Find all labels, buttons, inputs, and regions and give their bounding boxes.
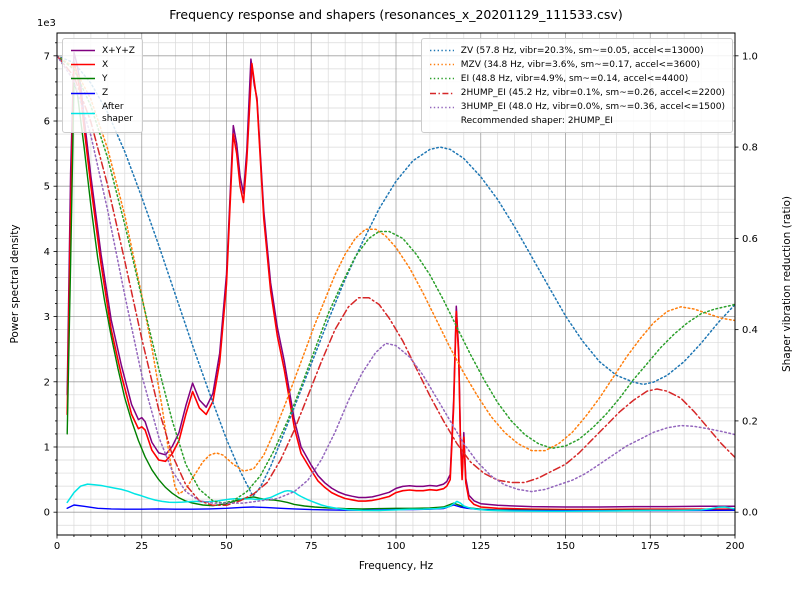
legend-shapers: ZV (57.8 Hz, vibr=20.3%, sm~=0.05, accel… <box>420 38 733 134</box>
x-tick-label: 200 <box>725 541 744 552</box>
y-axis-label-left: Power spectral density <box>9 224 21 344</box>
y-left-tick-label: 1 <box>44 442 50 453</box>
x-tick-label: 75 <box>305 541 318 552</box>
y-left-tick-label: 4 <box>44 247 50 258</box>
y-left-tick-label: 7 <box>44 51 50 62</box>
series-x <box>66 61 735 511</box>
series-after-shaper <box>66 483 735 512</box>
y-left-tick-label: 5 <box>44 182 50 193</box>
y-right-tick-label: 0.4 <box>742 325 758 336</box>
solid-line-sample-icon <box>71 64 95 66</box>
x-tick-label: 50 <box>220 541 233 552</box>
legend-item: Z <box>70 87 135 100</box>
solid-line-sample-icon <box>71 50 95 52</box>
legend-item: X+Y+Z <box>70 45 135 58</box>
series-zv <box>57 55 735 497</box>
tick-labels: 0 25 50 75 100 125 150 175 200 0 1 2 3 4 5 6 7 0.0 0.2 0.4 0… <box>44 51 758 552</box>
y-right-tick-label: 0.2 <box>742 416 758 427</box>
series-2hump_ei <box>57 55 735 507</box>
legend-item-label: X <box>102 59 109 70</box>
legend-item: MZV (34.8 Hz, vibr=3.6%, sm~=0.17, accel… <box>429 59 725 72</box>
y-left-tick-label: 2 <box>44 377 50 388</box>
legend-psd: X+Y+Z X Y Z After shaper <box>62 38 143 133</box>
dotted-line-sample-icon <box>429 78 454 80</box>
dashdot-line-sample-icon <box>429 92 454 94</box>
legend-item-label: Z <box>102 87 109 98</box>
dotted-line-sample-icon <box>429 50 454 52</box>
y-right-tick-label: 1.0 <box>742 51 758 62</box>
legend-item-label: 2HUMP_EI (45.2 Hz, vibr=0.1%, sm~=0.26, … <box>460 87 725 98</box>
x-tick-label: 25 <box>135 541 148 552</box>
legend-item: After shaper <box>70 101 135 126</box>
legend-item: 3HUMP_EI (48.0 Hz, vibr=0.0%, sm~=0.36, … <box>429 101 725 114</box>
series-3hump_ei <box>57 55 735 504</box>
x-tick-label: 175 <box>641 541 660 552</box>
legend-item-label: EI (48.8 Hz, vibr=4.9%, sm~=0.14, accel<… <box>460 73 689 84</box>
y-left-tick-label: 0 <box>44 508 50 519</box>
legend-item: Y <box>70 73 135 86</box>
tick-marks <box>53 42 739 539</box>
series-ei <box>57 55 735 504</box>
legend-item: ZV (57.8 Hz, vibr=20.3%, sm~=0.05, accel… <box>429 45 725 58</box>
legend-item: EI (48.8 Hz, vibr=4.9%, sm~=0.14, accel<… <box>429 73 725 86</box>
legend-item: X <box>70 59 135 72</box>
dotted-line-sample-icon <box>429 64 454 66</box>
legend-item-label: After shaper <box>102 101 133 125</box>
chart-title: Frequency response and shapers (resonanc… <box>169 7 623 22</box>
x-tick-label: 125 <box>471 541 490 552</box>
series-mzv <box>57 55 735 495</box>
legend-item-label: X+Y+Z <box>102 45 135 56</box>
legend-item-label: 3HUMP_EI (48.0 Hz, vibr=0.0%, sm~=0.36, … <box>460 101 725 112</box>
solid-line-sample-icon <box>71 92 95 94</box>
y-axis-label-right: Shaper vibration reduction (ratio) <box>781 195 793 373</box>
solid-line-sample-icon <box>71 78 95 80</box>
legend-item-label: Y <box>102 73 108 84</box>
series-layer <box>57 51 735 512</box>
y-axis-offset-text: 1e3 <box>37 18 56 29</box>
x-tick-label: 100 <box>386 541 405 552</box>
legend-item-label: ZV (57.8 Hz, vibr=20.3%, sm~=0.05, accel… <box>460 45 704 56</box>
y-right-tick-label: 0.0 <box>742 508 758 519</box>
legend-item-label: MZV (34.8 Hz, vibr=3.6%, sm~=0.17, accel… <box>460 59 700 70</box>
x-tick-label: 150 <box>556 541 575 552</box>
y-right-tick-label: 0.6 <box>742 234 758 245</box>
dotted-line-sample-icon <box>429 106 454 108</box>
recommended-shaper-note: Recommended shaper: 2HUMP_EI <box>460 116 613 127</box>
x-tick-label: 0 <box>54 541 60 552</box>
legend-item: 2HUMP_EI (45.2 Hz, vibr=0.1%, sm~=0.26, … <box>429 87 725 100</box>
solid-line-sample-icon <box>71 112 95 115</box>
x-axis-label: Frequency, Hz <box>358 560 434 572</box>
y-left-tick-label: 3 <box>44 312 50 323</box>
y-right-tick-label: 0.8 <box>742 143 758 154</box>
y-left-tick-label: 6 <box>44 117 50 128</box>
